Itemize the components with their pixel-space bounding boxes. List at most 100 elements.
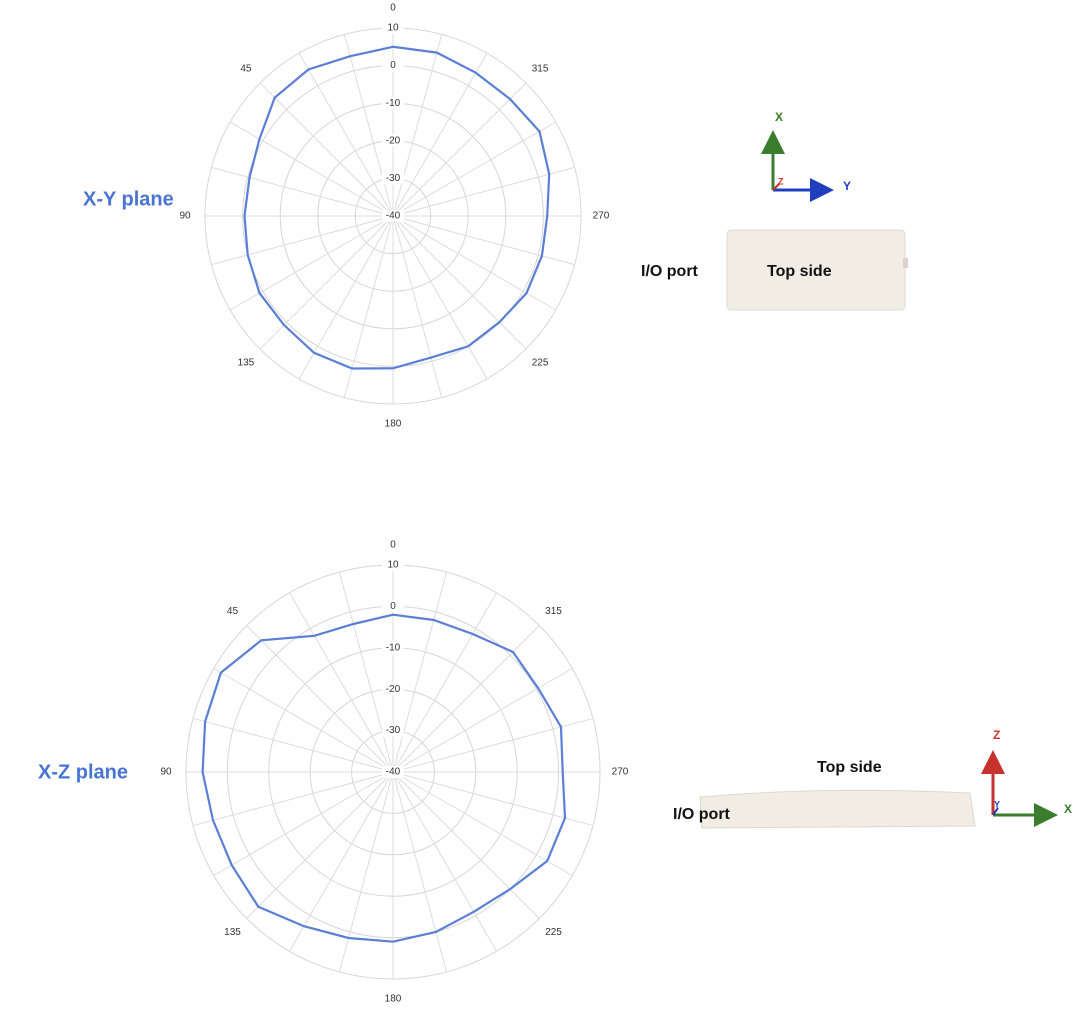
grid-spoke xyxy=(392,771,540,919)
theta-tick-label: 0 xyxy=(390,540,396,551)
r-tick-label: -10 xyxy=(386,98,401,109)
grid-spoke xyxy=(392,771,573,876)
grid-spoke xyxy=(213,771,394,876)
tick-bg xyxy=(382,22,404,34)
grid-spoke xyxy=(259,215,394,350)
r-tick-label: 0 xyxy=(390,60,396,71)
grid-spoke xyxy=(392,82,527,217)
theta-tick-label: 135 xyxy=(224,927,241,938)
grid-spoke xyxy=(343,215,394,398)
r-tick-label: 10 xyxy=(387,23,399,34)
grid-spoke xyxy=(289,592,394,773)
theta-tick-label: 0 xyxy=(390,3,396,14)
r-tick-label: -40 xyxy=(386,767,401,778)
tick-bg xyxy=(382,641,404,654)
tick-bg xyxy=(382,559,404,571)
tick-bg xyxy=(382,210,404,222)
device xyxy=(726,229,906,311)
device xyxy=(699,789,976,829)
theta-tick-label: 225 xyxy=(532,358,549,369)
theta-tick-label: 45 xyxy=(240,64,252,75)
grid-spoke xyxy=(298,215,394,380)
pattern-line xyxy=(201,613,567,943)
grid-spoke xyxy=(392,215,575,266)
r-tick-label: -40 xyxy=(386,211,401,222)
axis-label: Y xyxy=(843,179,851,193)
grid-spoke xyxy=(192,717,394,773)
r-tick-label: -20 xyxy=(386,684,401,695)
grid-spoke xyxy=(392,668,573,773)
grid-spoke xyxy=(246,771,394,919)
grid-spoke xyxy=(246,625,394,773)
axis-label: Y xyxy=(994,799,1000,809)
grid-spoke xyxy=(392,592,497,773)
theta-tick-label: 90 xyxy=(179,211,191,222)
grid-spoke xyxy=(213,668,394,773)
tick-bg xyxy=(382,724,404,737)
theta-tick-label: 225 xyxy=(545,927,562,938)
grid-spoke xyxy=(392,771,594,827)
r-tick-label: -20 xyxy=(386,135,401,146)
grid-spoke xyxy=(289,771,394,952)
theta-tick-label: 270 xyxy=(612,767,629,778)
plane-title: X-Z plane xyxy=(38,761,128,783)
grid-spoke xyxy=(392,215,527,350)
theta-tick-label: 180 xyxy=(385,994,402,1005)
theta-tick-label: 315 xyxy=(532,64,549,75)
grid-spoke xyxy=(211,166,394,217)
grid-spoke xyxy=(211,215,394,266)
device-label: Top side xyxy=(817,759,882,776)
theta-tick-label: 45 xyxy=(227,606,239,617)
grid-spoke xyxy=(392,215,443,398)
grid-spoke xyxy=(229,121,394,217)
axis-arrow xyxy=(772,183,780,191)
r-tick-label: -10 xyxy=(386,642,401,653)
grid-spoke xyxy=(392,571,448,773)
r-tick-label: -30 xyxy=(386,725,401,736)
grid-spoke xyxy=(392,166,575,217)
axis-label: Z xyxy=(778,176,784,186)
grid-spoke xyxy=(343,34,394,217)
theta-tick-label: 135 xyxy=(238,358,255,369)
grid-spoke xyxy=(392,215,488,380)
theta-tick-label: 315 xyxy=(545,606,562,617)
grid-spoke xyxy=(392,34,443,217)
r-tick-label: 0 xyxy=(390,601,396,612)
tick-bg xyxy=(382,97,404,110)
grid-spoke xyxy=(338,571,394,773)
axis-label: Z xyxy=(993,728,1000,742)
grid-spoke xyxy=(392,717,594,773)
theta-tick-label: 180 xyxy=(385,419,402,430)
device-diagram: X Y Z I/O port Top side xyxy=(641,110,908,311)
axis-label: X xyxy=(1064,802,1072,816)
grid-spoke xyxy=(229,215,394,311)
device-label: I/O port xyxy=(673,806,731,823)
grid-spoke xyxy=(392,121,557,217)
axis-arrow xyxy=(992,807,999,816)
grid-spoke xyxy=(392,625,540,773)
grid-spoke xyxy=(192,771,394,827)
grid-spoke xyxy=(392,771,497,952)
theta-tick-label: 90 xyxy=(160,767,172,778)
grid-spoke xyxy=(259,82,394,217)
device-port xyxy=(903,258,908,268)
theta-tick-label: 270 xyxy=(593,211,610,222)
pattern-line xyxy=(243,45,551,370)
plane-title: X-Y plane xyxy=(83,188,174,210)
grid-spoke xyxy=(392,771,448,973)
tick-bg xyxy=(382,766,404,778)
device-diagram: Top side I/O port Z X Y xyxy=(673,728,1072,829)
grid-spoke xyxy=(392,52,488,217)
grid-spoke xyxy=(392,215,557,311)
grid-spoke xyxy=(298,52,394,217)
tick-bg xyxy=(382,683,404,696)
tick-bg xyxy=(382,172,404,185)
device-label: I/O port xyxy=(641,263,699,280)
tick-bg xyxy=(382,600,404,613)
r-tick-label: -30 xyxy=(386,173,401,184)
axis-label: X xyxy=(775,110,783,124)
tick-bg xyxy=(382,134,404,147)
tick-bg xyxy=(382,59,404,72)
